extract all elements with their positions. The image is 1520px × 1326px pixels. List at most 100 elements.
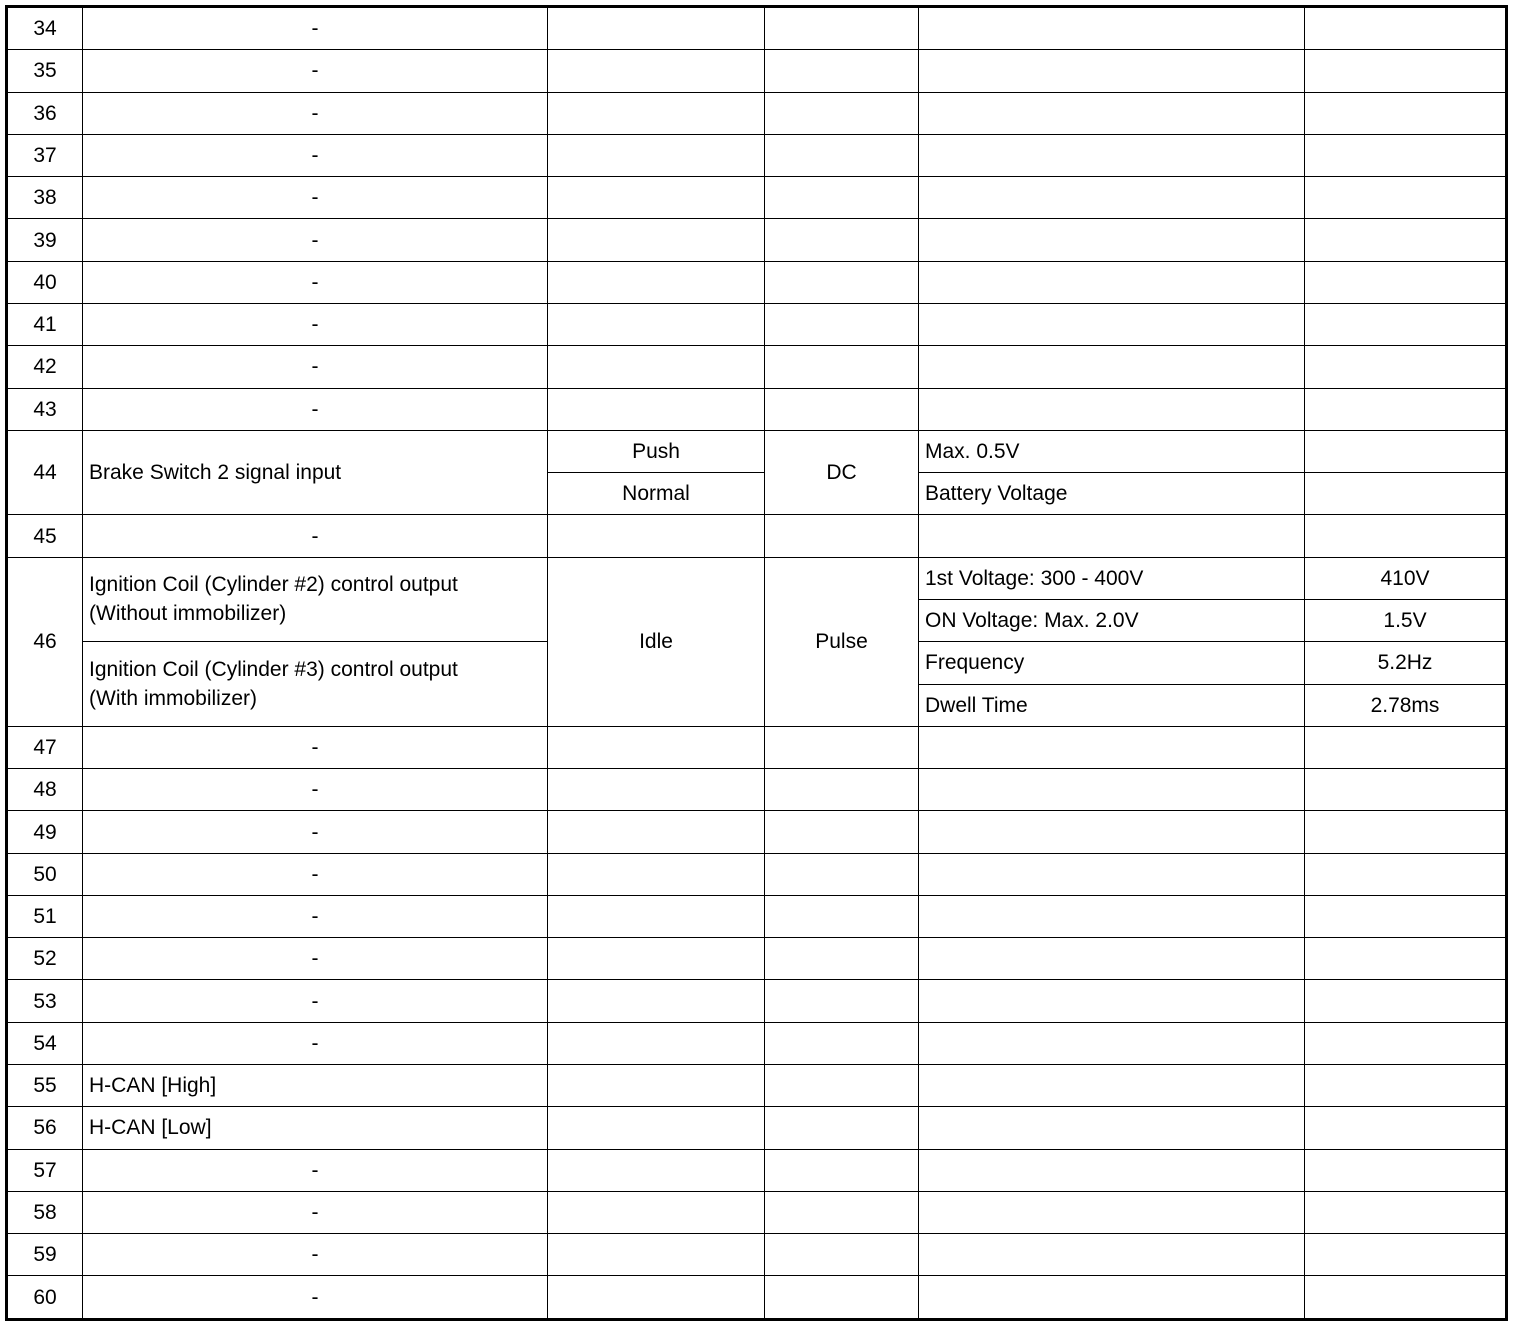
condition bbox=[547, 1233, 765, 1277]
measured-value bbox=[1304, 1021, 1507, 1066]
pin-number: 40 bbox=[6, 260, 83, 304]
pin-number: 57 bbox=[6, 1148, 83, 1192]
table-row: 37- bbox=[6, 133, 1507, 178]
pin-description: - bbox=[82, 1233, 548, 1277]
pin-number: 52 bbox=[6, 937, 83, 981]
signal-type bbox=[764, 302, 919, 347]
condition bbox=[547, 1190, 765, 1235]
condition bbox=[547, 768, 765, 812]
table-row: 55 H-CAN [High] bbox=[6, 1064, 1507, 1108]
pin-description: H-CAN [Low] bbox=[82, 1106, 548, 1150]
measured-value bbox=[1304, 1106, 1507, 1150]
condition bbox=[547, 176, 765, 220]
condition bbox=[547, 345, 765, 389]
table-row: 34- bbox=[6, 5, 1507, 51]
measured-value bbox=[1304, 1190, 1507, 1235]
specification bbox=[918, 1148, 1305, 1192]
table-row: 49- bbox=[6, 810, 1507, 854]
table-row: 43- bbox=[6, 387, 1507, 431]
signal-type bbox=[764, 387, 919, 431]
table-row: 51- bbox=[6, 894, 1507, 939]
pin-number: 51 bbox=[6, 894, 83, 939]
pin-description: - bbox=[82, 894, 548, 939]
pin-number: 37 bbox=[6, 133, 83, 178]
table-row: 56 H-CAN [Low] bbox=[6, 1106, 1507, 1150]
signal-type bbox=[764, 91, 919, 135]
pin-number: 41 bbox=[6, 302, 83, 347]
condition bbox=[547, 133, 765, 178]
specification bbox=[918, 514, 1305, 558]
table-row: 60- bbox=[6, 1275, 1507, 1320]
signal-type bbox=[764, 979, 919, 1023]
signal-type bbox=[764, 1106, 919, 1150]
condition: Push bbox=[547, 429, 765, 474]
pin-number: 38 bbox=[6, 176, 83, 220]
signal-type bbox=[764, 937, 919, 981]
pin-number: 44 bbox=[6, 429, 83, 516]
pin-number: 55 bbox=[6, 1064, 83, 1108]
pin-description: - bbox=[82, 387, 548, 431]
table-row: 41- bbox=[6, 302, 1507, 347]
measured-value bbox=[1304, 1148, 1507, 1192]
condition bbox=[547, 5, 765, 51]
pin-description: - bbox=[82, 1021, 548, 1066]
condition bbox=[547, 725, 765, 770]
pin-number: 39 bbox=[6, 218, 83, 262]
pin-description: - bbox=[82, 260, 548, 304]
pin-description: - bbox=[82, 176, 548, 220]
table-row: Ignition Coil (Cylinder #3) control outp… bbox=[7, 641, 1507, 727]
table-row: Normal Battery Voltage bbox=[7, 472, 1507, 516]
table-row: 46 Ignition Coil (Cylinder #2) control ou… bbox=[6, 556, 1507, 727]
pin-description: Ignition Coil (Cylinder #3) control outp… bbox=[82, 641, 548, 727]
pin-description: Brake Switch 2 signal input bbox=[82, 429, 548, 516]
signal-type bbox=[764, 768, 919, 812]
pin-description: - bbox=[82, 514, 548, 558]
specification bbox=[918, 133, 1305, 178]
pin-number: 34 bbox=[6, 5, 83, 51]
condition bbox=[547, 979, 765, 1023]
pin-description: - bbox=[82, 218, 548, 262]
signal-type bbox=[764, 176, 919, 220]
specification bbox=[918, 1233, 1305, 1277]
condition bbox=[547, 49, 765, 93]
pin-description: - bbox=[82, 725, 548, 770]
pin-description: - bbox=[82, 1275, 548, 1320]
condition: Idle bbox=[547, 556, 765, 727]
measured-value: 410V bbox=[1304, 556, 1507, 600]
table-row: 38- bbox=[6, 176, 1507, 220]
measured-value bbox=[1304, 387, 1507, 431]
pin-description: Ignition Coil (Cylinder #2) control outp… bbox=[82, 556, 548, 643]
condition bbox=[547, 852, 765, 896]
table-row: 48- bbox=[6, 768, 1507, 812]
table-row: 47- bbox=[6, 725, 1507, 770]
specification bbox=[918, 852, 1305, 896]
specification bbox=[918, 1275, 1305, 1320]
table-row: 36- bbox=[6, 91, 1507, 135]
specification bbox=[918, 810, 1305, 854]
table-row: ON Voltage: Max. 2.0V 1.5V bbox=[7, 598, 1507, 643]
pin-description: - bbox=[82, 49, 548, 93]
signal-type bbox=[764, 810, 919, 854]
measured-value bbox=[1304, 514, 1507, 558]
pin-number: 36 bbox=[6, 91, 83, 135]
signal-type bbox=[764, 1275, 919, 1320]
measured-value bbox=[1304, 345, 1507, 389]
measured-value bbox=[1304, 1233, 1507, 1277]
pin-number: 42 bbox=[6, 345, 83, 389]
table-row: 44 Brake Switch 2 signal input Push DC Max. … bbox=[6, 429, 1507, 516]
pin-number: 54 bbox=[6, 1021, 83, 1066]
table-row: 35- bbox=[6, 49, 1507, 93]
table-row: 58- bbox=[6, 1190, 1507, 1235]
specification bbox=[918, 725, 1305, 770]
signal-type: DC bbox=[764, 429, 919, 516]
specification bbox=[918, 937, 1305, 981]
specification: 1st Voltage: 300 - 400V bbox=[918, 556, 1305, 600]
pin-description: - bbox=[82, 937, 548, 981]
signal-type bbox=[764, 894, 919, 939]
measured-value bbox=[1304, 937, 1507, 981]
pin-description: - bbox=[82, 768, 548, 812]
specification bbox=[918, 1064, 1305, 1108]
condition bbox=[547, 91, 765, 135]
pin-number: 56 bbox=[6, 1106, 83, 1150]
specification bbox=[918, 260, 1305, 304]
